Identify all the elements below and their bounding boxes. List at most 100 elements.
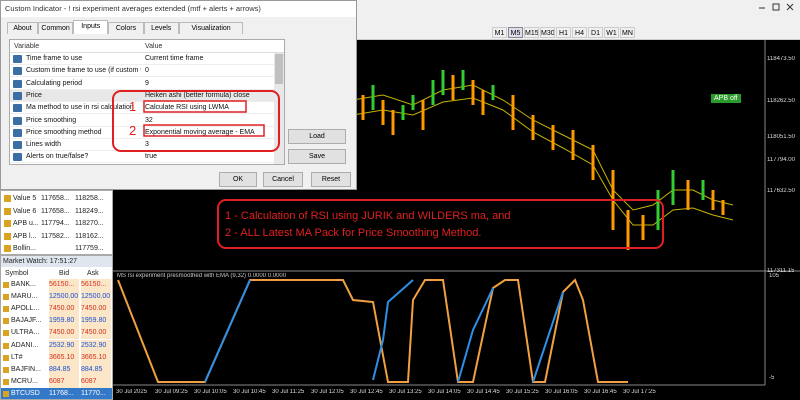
quote-cell: 12500.00	[49, 291, 79, 304]
param-icon	[13, 153, 22, 162]
row-icon	[4, 232, 11, 240]
param-icon	[13, 67, 22, 76]
symbol-row[interactable]: BAJAJF... 1959.80 1959.80	[1, 315, 112, 328]
quote-cell: 56150...	[49, 279, 79, 291]
symbol-icon	[3, 354, 9, 361]
time-label: 30 Jul 16:05	[545, 389, 578, 395]
column-header: Symbol	[5, 270, 29, 277]
timeframe-button[interactable]: H4	[572, 27, 587, 38]
param-value: Calculate RSI using LWMA	[145, 104, 229, 112]
symbol-row[interactable]: MARU... 12500.00 12500.00	[1, 291, 112, 304]
inputs-table: Variable Value Time frame to use Current ti…	[9, 39, 285, 165]
data-cell: 117794...	[41, 220, 70, 227]
param-icon	[13, 128, 22, 137]
data-cell: Value 6	[13, 207, 37, 215]
symbol-row[interactable]: BTCUSD 11768... 11770...	[1, 387, 112, 399]
symbol-row[interactable]: APOLL... 7450.00 7450.00	[1, 303, 112, 316]
timeframe-button[interactable]: D1	[588, 27, 603, 38]
timeframe-button[interactable]: H1	[556, 27, 571, 38]
symbol-row[interactable]: BANK... 56150... 56150...	[1, 279, 112, 291]
button[interactable]: OK	[219, 172, 257, 187]
quote-cell: 2532.90	[81, 339, 111, 352]
data-cell: APB u...	[13, 220, 39, 227]
column-header: Bid	[59, 270, 70, 277]
timeframe-button[interactable]: M15	[524, 27, 539, 38]
badge: APB off	[711, 94, 741, 103]
time-label: 30 Jul 2025	[116, 389, 148, 395]
market-watch: Market Watch: 17:51:27 Symbol Bid Ask BANK..…	[0, 255, 113, 400]
row-icon	[4, 220, 11, 227]
data-window: Value 5 117658... 118258... Value 6 117658..…	[0, 190, 113, 255]
button[interactable]: Reset	[311, 172, 351, 187]
data-cell: Value 5	[13, 195, 37, 202]
data-cell: 118270...	[75, 220, 104, 227]
price-label: 118051.50	[767, 134, 795, 140]
symbol-row[interactable]: BAJFIN... 884.85 884.85	[1, 363, 112, 376]
row-icon	[4, 207, 11, 215]
scroll-thumb[interactable]	[275, 54, 283, 84]
param-icon	[13, 116, 22, 125]
param-icon	[13, 104, 22, 113]
tab[interactable]: Levels	[143, 22, 179, 34]
timeframe-button[interactable]: M30	[540, 27, 555, 38]
input-row[interactable]: Time frame to use Current time frame	[10, 53, 274, 65]
param-name: Custom time frame to use (if custom tim.…	[26, 67, 141, 75]
input-row[interactable]: Calculating period 9	[10, 77, 274, 90]
indicator-title: MS rsi experiment presmoothed with EMA (…	[117, 273, 287, 279]
data-cell: APB l...	[13, 232, 37, 240]
symbol-row[interactable]: ADANI... 2532.90 2532.90	[1, 339, 112, 352]
symbol-icon	[3, 318, 9, 325]
input-row[interactable]: Price Heiken ashi (better formula) close	[10, 89, 274, 102]
column-header: Variable	[14, 43, 40, 50]
data-cell: 117658...	[41, 207, 70, 215]
price-label: 117632.50	[767, 188, 795, 194]
symbol-row[interactable]: ULTRA... 7450.00 7450.00	[1, 327, 112, 340]
symbol-icon	[3, 342, 9, 349]
candles	[361, 70, 725, 250]
tab[interactable]: About	[7, 22, 38, 34]
timeframe-button[interactable]: M5	[508, 27, 523, 38]
param-icon	[13, 79, 22, 88]
input-row[interactable]: Price smoothing 32	[10, 114, 274, 127]
window-controls[interactable]	[757, 2, 797, 12]
quote-cell: APOLL...	[11, 305, 40, 313]
symbol-icon	[3, 366, 9, 373]
annotation-box	[217, 199, 664, 249]
button[interactable]: Cancel	[263, 172, 303, 187]
annotation: 1 - Calculation of RSI using JURIK and W…	[225, 210, 511, 222]
button[interactable]: Load	[288, 129, 346, 144]
input-row[interactable]: Alerts on true/false? true	[10, 151, 274, 164]
tab[interactable]: Inputs	[73, 20, 109, 34]
quote-cell: 6087	[49, 375, 79, 388]
data-cell: 117658...	[41, 195, 70, 202]
symbol-row[interactable]: MCRU... 6087 6087	[1, 375, 112, 388]
timeframe-button[interactable]: W1	[604, 27, 619, 38]
tab[interactable]: Common	[38, 22, 74, 34]
price-label: 118262.50	[767, 98, 795, 104]
time-label: 30 Jul 17:25	[623, 389, 656, 395]
param-name: Time frame to use	[26, 55, 83, 62]
highlights	[112, 90, 280, 152]
symbol-icon	[3, 282, 9, 288]
data-cell: Bollin...	[13, 245, 36, 252]
quote-cell: 56150...	[81, 279, 111, 291]
quote-cell: BANK...	[11, 281, 36, 288]
data-cell: 118162...	[75, 232, 104, 240]
symbol-row[interactable]: LT# 3665.10 3665.10	[1, 351, 112, 364]
tab[interactable]: Colors	[108, 22, 144, 34]
symbol-icon	[3, 306, 9, 313]
input-row[interactable]: Custom time frame to use (if custom tim.…	[10, 65, 274, 78]
input-row[interactable]: Ma method to use in rsi calculation Calcu…	[10, 102, 274, 115]
indicator-line	[204, 279, 564, 383]
quote-cell: 11768...	[49, 389, 74, 397]
price-label: 117794.00	[767, 157, 795, 163]
quote-cell: MARU...	[11, 293, 38, 301]
header-line	[10, 52, 284, 53]
timeframe-button[interactable]: MN	[620, 27, 635, 38]
tab[interactable]: Visualization	[178, 22, 244, 34]
button[interactable]: Save	[288, 149, 346, 164]
timeframe-button[interactable]: M1	[492, 27, 507, 38]
quote-cell: 884.85	[81, 363, 111, 376]
quote-cell: 7450.00	[81, 303, 111, 316]
param-name: Ma method to use in rsi calculation	[26, 104, 134, 112]
